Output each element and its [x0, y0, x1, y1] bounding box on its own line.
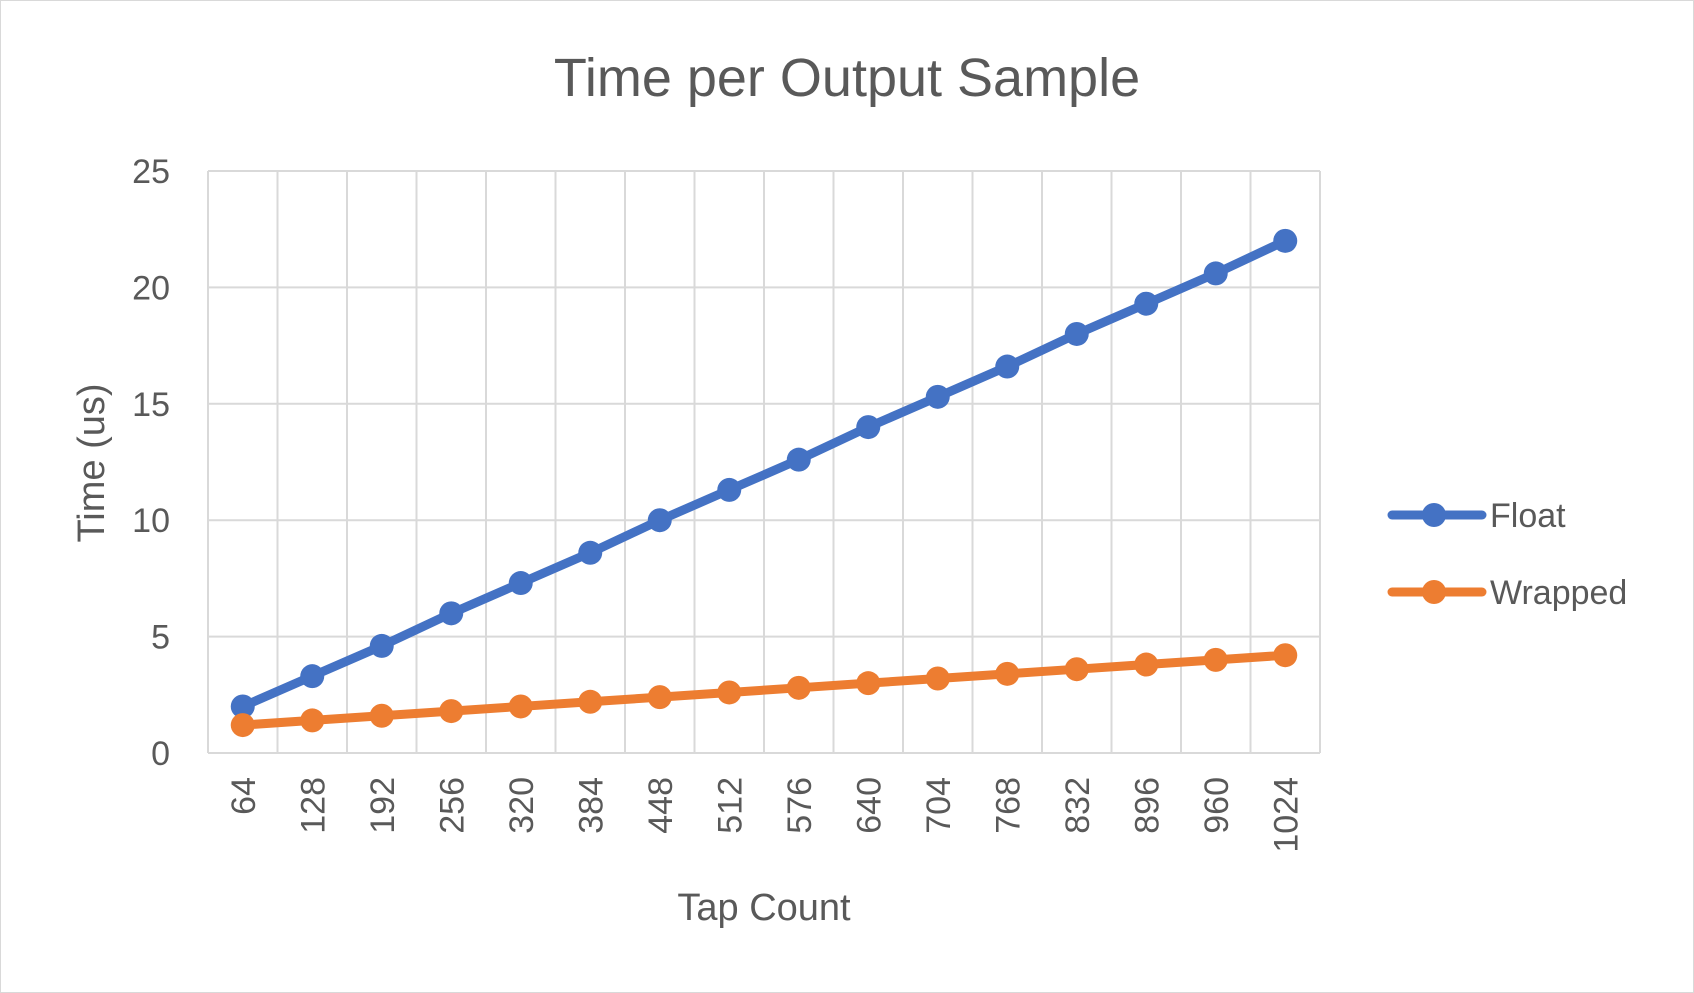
- data-point: [1134, 291, 1159, 316]
- legend-label: Float: [1490, 497, 1566, 535]
- chart-title: Time per Output Sample: [554, 48, 1140, 108]
- plot-gridlines: [207, 170, 1321, 754]
- x-tick-label: 384: [572, 777, 610, 834]
- data-point: [439, 699, 464, 724]
- series-line: [238, 650, 1290, 730]
- y-tick-label: 10: [132, 502, 170, 540]
- x-tick-label: 640: [850, 777, 888, 834]
- data-point: [369, 633, 394, 658]
- data-point: [578, 689, 603, 714]
- data-point: [1064, 321, 1089, 346]
- x-tick-label: 704: [920, 777, 958, 834]
- legend-label: Wrapped: [1490, 574, 1627, 612]
- data-point: [369, 703, 394, 728]
- data-point: [1064, 657, 1089, 682]
- x-tick-label: 256: [433, 777, 471, 834]
- x-tick-label: 960: [1198, 777, 1236, 834]
- data-point: [856, 415, 881, 440]
- data-point: [786, 447, 811, 472]
- x-tick-label: 576: [781, 777, 819, 834]
- x-tick-label: 896: [1128, 777, 1166, 834]
- data-point: [717, 680, 742, 705]
- y-tick-label: 5: [151, 619, 170, 657]
- series-layer: [230, 228, 1298, 738]
- data-point: [995, 354, 1020, 379]
- data-point: [1134, 652, 1159, 677]
- data-point: [300, 664, 325, 689]
- data-point: [230, 713, 255, 738]
- y-tick-label: 0: [151, 735, 170, 773]
- data-point: [1203, 647, 1228, 672]
- x-tick-label: 320: [503, 777, 541, 834]
- y-tick-label: 25: [132, 153, 170, 191]
- data-point: [230, 694, 255, 719]
- data-point: [717, 477, 742, 502]
- data-point: [300, 708, 325, 733]
- x-tick-label: 448: [642, 777, 680, 834]
- x-tick-label: 64: [225, 777, 263, 815]
- series-wrapped: [230, 643, 1298, 738]
- data-point: [786, 675, 811, 700]
- series-float: [230, 228, 1298, 719]
- data-point: [995, 661, 1020, 686]
- y-axis-title: Time (us): [71, 383, 113, 542]
- data-point: [925, 666, 950, 691]
- data-point: [1273, 228, 1298, 253]
- data-point: [647, 685, 672, 710]
- data-point: [856, 671, 881, 696]
- data-point: [578, 540, 603, 565]
- data-point: [508, 571, 533, 596]
- y-tick-label: 15: [132, 386, 170, 424]
- x-tick-label: 1024: [1267, 777, 1305, 853]
- x-axis-title: Tap Count: [677, 887, 851, 929]
- legend: Float Wrapped: [1387, 497, 1627, 612]
- series-line: [238, 236, 1290, 711]
- data-point: [925, 384, 950, 409]
- x-tick-label: 512: [711, 777, 749, 834]
- data-point: [508, 694, 533, 719]
- y-tick-label: 20: [132, 269, 170, 307]
- x-tick-label: 832: [1059, 777, 1097, 834]
- legend-swatch-marker: [1422, 503, 1446, 527]
- x-tick-label: 192: [364, 777, 402, 834]
- x-tick-label: 768: [989, 777, 1027, 834]
- x-axis-ticks: 64 128 192 256 320 384 448 512 576 640 704 768 832 89…: [225, 777, 1306, 853]
- x-tick-label: 128: [294, 777, 332, 834]
- y-axis-ticks: 0 5 10 15 20 25: [132, 153, 170, 773]
- data-point: [1203, 261, 1228, 286]
- legend-swatch-marker: [1422, 580, 1446, 604]
- data-point: [439, 601, 464, 626]
- data-point: [647, 508, 672, 533]
- data-point: [1273, 643, 1298, 668]
